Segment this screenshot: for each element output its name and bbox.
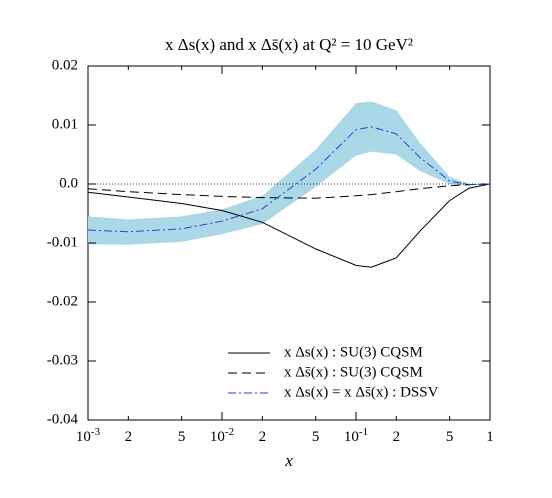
series-line <box>87 183 491 268</box>
y-tick-label: -0.03 <box>47 352 78 368</box>
x-tick-label: 2 <box>259 429 267 445</box>
x-tick-label: 5 <box>178 429 186 445</box>
y-tick-label: -0.02 <box>47 293 78 309</box>
x-tick-base: 2 <box>259 429 267 445</box>
x-tick-label: 10-2 <box>210 426 234 446</box>
x-tick-label: 1 <box>486 429 494 445</box>
x-tick-base: 10 <box>344 429 359 445</box>
x-tick-exponent: -2 <box>225 426 234 438</box>
x-tick-label: 5 <box>446 429 454 445</box>
x-tick-exponent: -3 <box>91 426 101 438</box>
x-axis-label: x <box>284 451 293 470</box>
y-tick-label: -0.04 <box>47 411 79 427</box>
series-line <box>87 183 491 199</box>
y-tick-label: 0.02 <box>52 57 78 73</box>
x-tick-base: 2 <box>393 429 401 445</box>
series-line <box>87 126 491 233</box>
x-tick-label: 10-1 <box>344 426 368 446</box>
x-tick-base: 5 <box>178 429 186 445</box>
legend-label: x Δs(x) = x Δs̄(x) : DSSV <box>284 384 439 400</box>
x-tick-base: 5 <box>312 429 320 445</box>
x-tick-label: 10-3 <box>76 426 101 446</box>
x-tick-label: 2 <box>125 429 133 445</box>
x-tick-base: 10 <box>210 429 225 445</box>
chart-title: x Δs(x) and x Δs̄(x) at Q² = 10 GeV² <box>165 35 413 54</box>
legend-label: x Δs(x) : SU(3) CQSM <box>284 344 423 360</box>
x-tick-label: 2 <box>393 429 401 445</box>
y-tick-label: 0.01 <box>52 116 78 132</box>
x-tick-base: 1 <box>486 429 494 445</box>
x-tick-base: 5 <box>446 429 454 445</box>
legend-label: x Δs̄(x) : SU(3) CQSM <box>284 364 423 380</box>
x-tick-exponent: -1 <box>359 426 368 438</box>
uncertainty-band <box>88 101 490 245</box>
y-tick-label: -0.01 <box>47 234 78 250</box>
x-tick-label: 5 <box>312 429 320 445</box>
y-tick-label: 0.0 <box>59 175 78 191</box>
x-tick-base: 10 <box>76 429 91 445</box>
x-tick-base: 2 <box>125 429 133 445</box>
